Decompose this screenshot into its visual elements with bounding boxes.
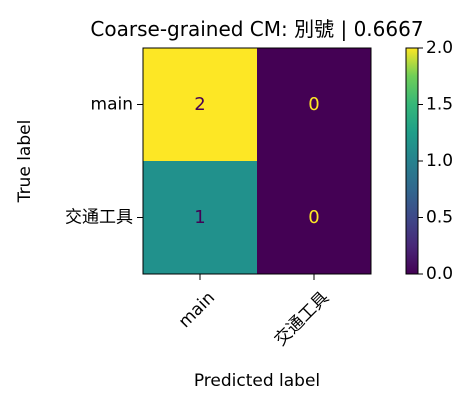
cell-value-label: 2 — [194, 94, 205, 115]
y-axis-label: True label — [15, 120, 35, 204]
x-tick-label: main — [175, 288, 219, 332]
colorbar-tick-label: 0.0 — [426, 264, 453, 284]
x-axis-label: Predicted label — [194, 371, 320, 391]
heatmap-cell — [257, 161, 371, 274]
colorbar-tick-label: 1.5 — [426, 95, 453, 115]
cell-value-label: 1 — [194, 207, 205, 228]
cell-value-label: 0 — [308, 94, 319, 115]
cell-value-label: 0 — [308, 207, 319, 228]
heatmap-cells: 2 01 0 — [143, 48, 371, 274]
colorbar-tick-label: 2.0 — [426, 38, 453, 58]
y-axis-ticks: main 交通工具 — [65, 95, 143, 228]
colorbar — [405, 47, 419, 275]
colorbar-ticks: 0.0 0.5 1.0 1.5 2.0 — [418, 38, 453, 284]
y-tick-label: main — [91, 95, 133, 115]
heatmap-cell — [143, 48, 257, 161]
heatmap-cell — [257, 48, 371, 161]
colorbar-tick-label: 0.5 — [426, 208, 453, 228]
plot-frame — [142, 47, 372, 275]
chart-title: Coarse-grained CM: 別號 | 0.6667 — [90, 17, 423, 41]
heatmap-cell — [143, 161, 257, 274]
colorbar-tick-label: 1.0 — [426, 151, 453, 171]
x-tick-label: 交通工具 — [271, 288, 333, 350]
y-tick-label: 交通工具 — [65, 208, 133, 228]
x-axis-ticks: main 交通工具 — [175, 274, 333, 350]
